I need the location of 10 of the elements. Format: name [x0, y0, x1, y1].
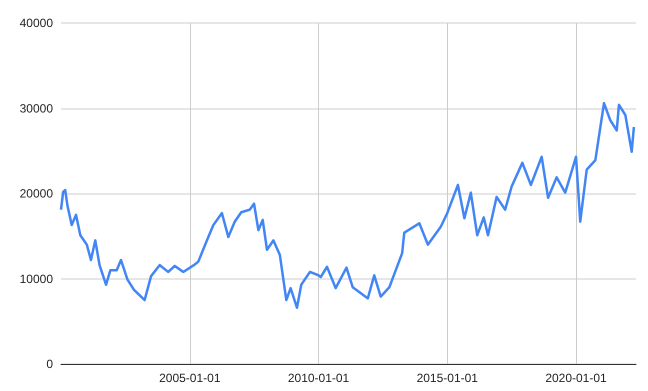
x-tick-label: 2020-01-01	[545, 371, 608, 385]
y-tick-label: 40000	[20, 16, 54, 30]
y-tick-label: 30000	[20, 101, 54, 116]
y-tick-label: 20000	[20, 186, 54, 200]
x-tick-label: 2005-01-01	[159, 371, 221, 385]
line-series	[60, 102, 636, 309]
y-tick-label: 0	[46, 357, 54, 371]
x-tick-label: 2010-01-01	[288, 371, 350, 385]
x-tick-label: 2015-01-01	[416, 371, 478, 385]
y-tick-label: 10000	[20, 272, 54, 286]
